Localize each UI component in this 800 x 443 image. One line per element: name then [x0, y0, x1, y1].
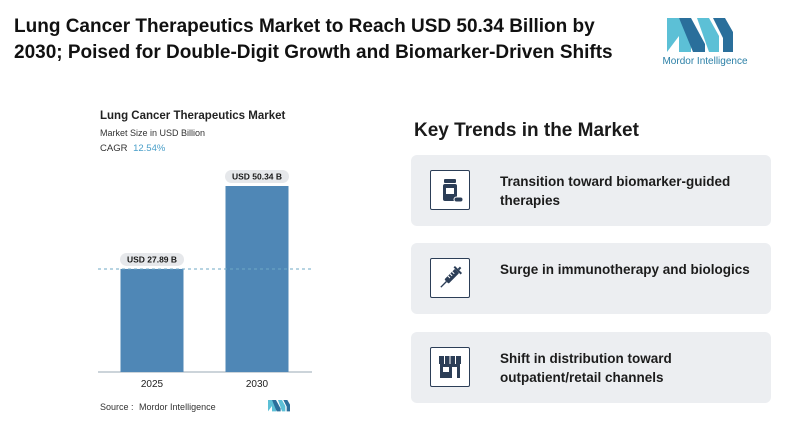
source-line: Source : Mordor Intelligence	[100, 402, 216, 412]
cagr-label: CAGR	[100, 143, 128, 154]
chart-subtitle: Market Size in USD Billion	[100, 128, 206, 138]
mordor-logo-icon	[667, 18, 733, 52]
brand-name: Mordor Intelligence	[662, 56, 748, 67]
chart-title: Lung Cancer Therapeutics Market	[100, 110, 286, 122]
bar-2030	[225, 186, 289, 372]
trends-heading: Key Trends in the Market	[414, 120, 639, 141]
cagr-value: 12.54%	[133, 143, 166, 154]
x-tick-label-2030: 2030	[246, 379, 269, 390]
trend-card-biomarker: Transition toward biomarker-guided thera…	[411, 155, 771, 226]
trend-text: Transition toward biomarker-guided thera…	[500, 174, 731, 208]
data-label-2030: USD 50.34 B	[232, 172, 282, 182]
source-label: Source :	[100, 402, 134, 412]
trend-text: Surge in immunotherapy and biologics	[500, 262, 750, 277]
data-label-bg-2025	[120, 252, 184, 266]
medicine-bottle-icon	[430, 170, 470, 210]
trend-card-immunotherapy: Surge in immunotherapy and biologics	[411, 243, 771, 314]
cagr-row: CAGR 12.54%	[100, 143, 165, 154]
storefront-icon	[430, 347, 470, 387]
bar-2025	[120, 268, 184, 372]
source-logo-icon	[268, 400, 290, 412]
source-name: Mordor Intelligence	[139, 402, 216, 412]
data-label-2025: USD 27.89 B	[127, 254, 177, 264]
brand-logo: Mordor Intelligence	[655, 14, 765, 74]
trend-text: Shift in distribution toward outpatient/…	[500, 351, 672, 385]
page-headline: Lung Cancer Therapeutics Market to Reach…	[14, 16, 613, 63]
trend-card-distribution: Shift in distribution toward outpatient/…	[411, 332, 771, 403]
data-label-bg-2030	[225, 170, 289, 183]
syringe-icon	[430, 258, 470, 298]
x-tick-label-2025: 2025	[141, 379, 164, 390]
